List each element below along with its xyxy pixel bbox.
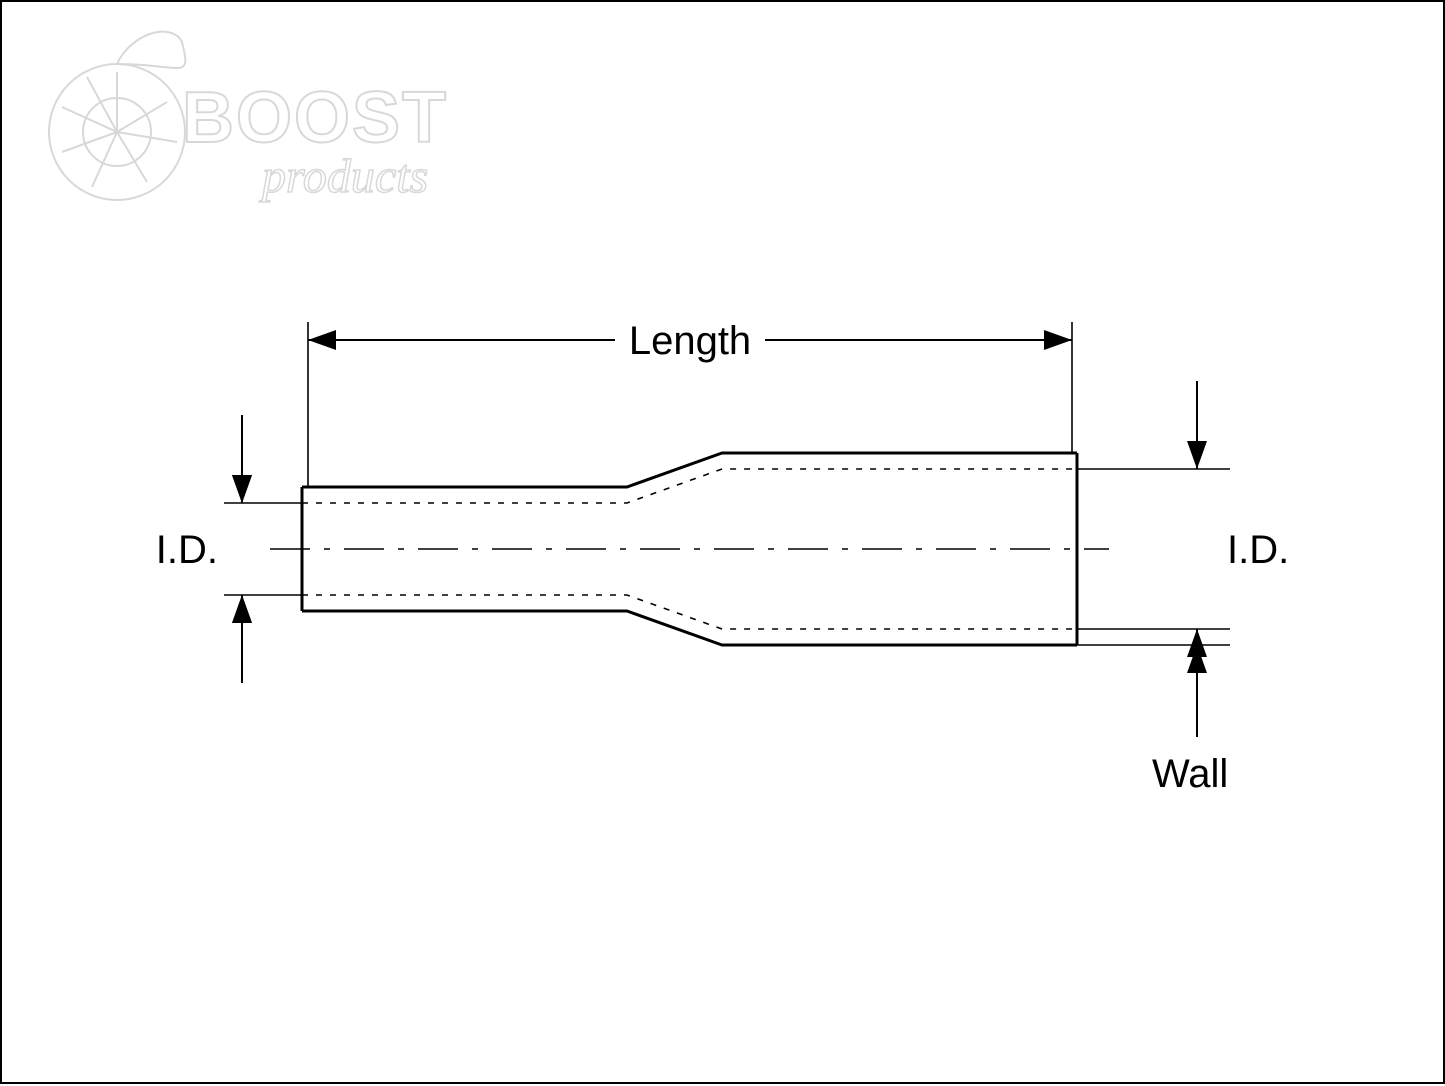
outer-top — [302, 453, 1077, 487]
outer-bottom — [302, 611, 1077, 645]
wall-label: Wall — [1152, 752, 1228, 796]
length-label: Length — [629, 319, 751, 363]
id-left-label: I.D. — [156, 528, 218, 572]
reducer-diagram: Length I.D. I.D. Wall — [2, 2, 1445, 1086]
id-right-label: I.D. — [1227, 528, 1289, 572]
page: BOOST products LengthI.D.I.D.Wall — [0, 0, 1445, 1084]
